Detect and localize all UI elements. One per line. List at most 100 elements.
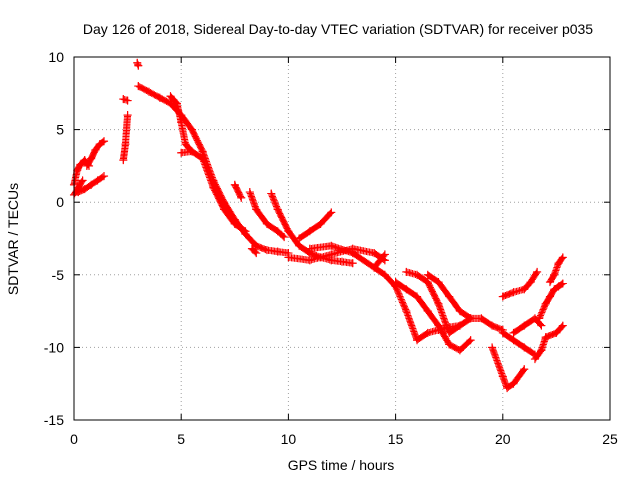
data-point: [252, 248, 261, 258]
data-point: [488, 321, 497, 330]
data-point: [545, 278, 555, 287]
data-point: [402, 307, 411, 316]
data-point: [434, 299, 443, 308]
data-point: [370, 248, 379, 258]
data-point: [380, 270, 389, 279]
data-point: [267, 189, 276, 198]
data-point: [121, 140, 130, 149]
data-point: [237, 193, 246, 202]
data-point: [509, 336, 518, 345]
x-tick-label: 5: [177, 431, 185, 447]
data-point: [273, 247, 282, 256]
data-point: [198, 154, 207, 163]
data-point: [466, 314, 475, 323]
y-tick-label: 10: [48, 49, 64, 65]
data-point: [230, 180, 239, 189]
x-tick-label: 10: [281, 431, 297, 447]
data-point: [537, 321, 546, 330]
data-point: [488, 343, 497, 352]
series-arc-4: [82, 137, 109, 170]
data-point: [391, 278, 400, 287]
data-point: [80, 185, 89, 194]
data-point: [423, 328, 432, 337]
data-point: [119, 95, 128, 104]
data-point: [273, 227, 282, 236]
data-point: [284, 253, 293, 262]
series-arc-15: [295, 208, 336, 243]
data-point: [455, 321, 464, 330]
y-axis-label: SDTVAR / TECUs: [5, 183, 21, 295]
data-point: [305, 244, 314, 253]
plus-marker-trace: [499, 329, 539, 359]
plus-marker-trace: [295, 208, 335, 243]
x-tick-label: 15: [388, 431, 404, 447]
data-point: [558, 321, 567, 330]
data-point: [537, 346, 546, 355]
data-point: [155, 93, 164, 102]
series-arc-20: [402, 267, 464, 337]
y-tick-label: -15: [44, 412, 64, 428]
series-arc-7: [133, 58, 143, 70]
data-point: [123, 111, 132, 120]
plus-marker-trace: [119, 111, 132, 164]
data-point: [99, 137, 109, 146]
data-point: [535, 314, 544, 323]
data-point: [503, 384, 512, 393]
data-point: [280, 232, 289, 242]
data-point: [337, 257, 347, 266]
series-arc-28: [545, 253, 567, 287]
data-point: [412, 270, 422, 279]
data-point: [93, 176, 102, 185]
data-point: [466, 336, 475, 345]
data-point: [455, 346, 464, 355]
data-point: [423, 307, 432, 316]
x-tick-label: 0: [70, 431, 78, 447]
data-point: [73, 166, 82, 175]
data-point: [187, 125, 196, 134]
data-point: [526, 278, 535, 287]
data-point: [434, 321, 443, 330]
data-point: [412, 292, 422, 301]
data-point: [144, 87, 154, 96]
data-point: [445, 328, 454, 337]
data-point: [541, 333, 550, 342]
series-arc-10: [177, 147, 250, 236]
data-point: [509, 328, 518, 337]
series-arc-21: [423, 270, 507, 335]
data-point: [327, 208, 336, 217]
data-point: [520, 321, 529, 330]
plus-marker-trace: [499, 268, 541, 301]
data-point: [348, 259, 357, 268]
data-point: [134, 81, 143, 91]
series-arc-12: [245, 187, 289, 242]
data-point: [380, 250, 389, 259]
data-point: [545, 292, 555, 301]
y-tick-label: -5: [52, 267, 65, 283]
data-point: [530, 354, 540, 364]
data-point: [284, 227, 293, 236]
series-arc-23: [498, 328, 540, 359]
data-point: [273, 205, 282, 214]
data-point: [327, 241, 336, 250]
plus-marker-trace: [134, 82, 292, 257]
data-point: [252, 241, 261, 250]
data-point: [327, 250, 336, 259]
data-point: [252, 205, 261, 214]
data-point: [520, 285, 529, 294]
data-point: [509, 288, 518, 297]
data-point: [87, 180, 96, 189]
series-arc-27: [535, 279, 567, 323]
data-point: [445, 292, 454, 301]
data-point: [558, 253, 567, 262]
series-arc-26: [530, 321, 567, 364]
data-point: [181, 140, 190, 149]
data-point: [554, 282, 563, 291]
data-point: [348, 248, 357, 258]
series-arc-13: [247, 244, 261, 258]
data-point: [370, 263, 379, 272]
data-point: [434, 278, 443, 287]
x-tick-label: 25: [602, 431, 618, 447]
data-point: [295, 241, 304, 250]
data-point: [177, 118, 186, 127]
